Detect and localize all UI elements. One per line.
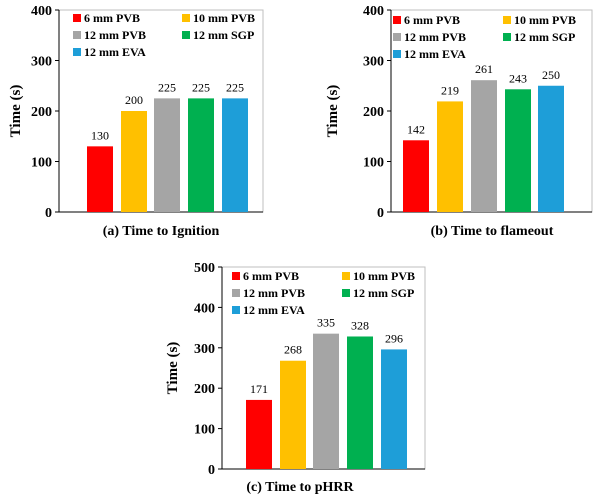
y-tick-label: 0 <box>377 206 384 221</box>
bar-12-mm-eva <box>538 85 564 212</box>
legend-swatch <box>182 14 190 22</box>
legend-label: 12 mm PVB <box>84 28 146 42</box>
legend-label: 6 mm PVB <box>243 269 299 283</box>
y-tick-label: 200 <box>363 105 384 120</box>
legend-swatch <box>393 16 401 24</box>
legend-swatch <box>393 33 401 41</box>
chart-caption: (a) Time to Ignition <box>103 224 220 239</box>
bar-12-mm-pvb <box>471 80 497 212</box>
y-tick-label: 400 <box>31 4 52 19</box>
bar-12-mm-eva <box>381 349 407 469</box>
chart-2: 0 100 200 300 400 Time (s) 142 219 261 243 250 6 mm… <box>325 4 593 239</box>
bar-6-mm-pvb <box>403 140 429 212</box>
legend-label: 10 mm PVB <box>193 11 255 25</box>
y-tick-label: 300 <box>194 342 215 357</box>
y-tick-label: 200 <box>31 105 52 120</box>
bar-10-mm-pvb <box>280 360 306 469</box>
data-label: 225 <box>158 80 176 94</box>
y-axis-label: Time (s) <box>325 85 341 138</box>
legend-label: 10 mm PVB <box>514 13 576 27</box>
y-tick-label: 100 <box>194 423 215 438</box>
bar-12-mm-sgp <box>347 336 373 469</box>
legend-swatch <box>503 16 511 24</box>
chart-caption: (c) Time to pHRR <box>246 480 354 495</box>
data-label: 335 <box>317 316 335 330</box>
bar-12-mm-pvb <box>313 333 339 469</box>
legend-swatch <box>232 289 240 297</box>
legend-swatch <box>73 48 81 56</box>
bar-10-mm-pvb <box>121 111 147 212</box>
legend-swatch <box>503 33 511 41</box>
data-label: 328 <box>351 318 369 332</box>
y-tick-label: 0 <box>208 463 215 478</box>
y-tick-label: 100 <box>31 156 52 171</box>
chart-3: 0 100 200 300 400 500 Time (s) 171 268 335 328 296 6… <box>165 261 426 495</box>
y-tick-label: 300 <box>31 55 52 70</box>
legend-swatch <box>342 289 350 297</box>
data-label: 296 <box>385 331 403 345</box>
y-tick-label: 500 <box>194 261 215 276</box>
data-label: 261 <box>475 62 493 76</box>
data-label: 250 <box>542 68 560 82</box>
legend-swatch <box>73 14 81 22</box>
y-axis-label: Time (s) <box>8 85 24 138</box>
data-label: 142 <box>407 122 425 136</box>
chart-caption: (b) Time to flameout <box>431 224 554 239</box>
y-axis-label: Time (s) <box>165 342 181 395</box>
y-tick-label: 0 <box>45 206 52 221</box>
legend-swatch <box>232 306 240 314</box>
legend-label: 6 mm PVB <box>404 13 460 27</box>
data-label: 200 <box>125 93 143 107</box>
y-tick-label: 100 <box>363 156 384 171</box>
y-tick-label: 400 <box>194 301 215 316</box>
legend-label: 12 mm PVB <box>243 286 305 300</box>
bar-10-mm-pvb <box>437 101 463 212</box>
data-label: 243 <box>509 71 527 85</box>
legend-label: 12 mm SGP <box>353 286 414 300</box>
legend-label: 10 mm PVB <box>353 269 415 283</box>
data-label: 130 <box>91 128 109 142</box>
chart-1: 0 100 200 300 400 Time (s) 130 200 225 225 225 6 mm… <box>8 4 264 239</box>
legend-swatch <box>393 50 401 58</box>
bar-12-mm-sgp <box>505 89 531 212</box>
legend-swatch <box>73 31 81 39</box>
legend-swatch <box>232 272 240 280</box>
bar-12-mm-sgp <box>188 98 214 212</box>
y-tick-label: 200 <box>194 382 215 397</box>
legend-label: 12 mm SGP <box>514 30 575 44</box>
bar-6-mm-pvb <box>87 146 113 212</box>
bar-12-mm-eva <box>222 98 248 212</box>
legend-label: 12 mm PVB <box>404 30 466 44</box>
legend-swatch <box>342 272 350 280</box>
data-label: 225 <box>226 80 244 94</box>
y-tick-label: 400 <box>363 4 384 19</box>
data-label: 171 <box>250 382 268 396</box>
legend-label: 6 mm PVB <box>84 11 140 25</box>
bar-6-mm-pvb <box>246 399 272 469</box>
legend-label: 12 mm SGP <box>193 28 254 42</box>
data-label: 268 <box>284 343 302 357</box>
legend-swatch <box>182 31 190 39</box>
data-label: 225 <box>192 80 210 94</box>
y-tick-label: 300 <box>363 55 384 70</box>
bar-12-mm-pvb <box>154 98 180 212</box>
legend-label: 12 mm EVA <box>84 45 146 59</box>
legend-label: 12 mm EVA <box>243 303 305 317</box>
data-label: 219 <box>441 83 459 97</box>
legend-label: 12 mm EVA <box>404 47 466 61</box>
